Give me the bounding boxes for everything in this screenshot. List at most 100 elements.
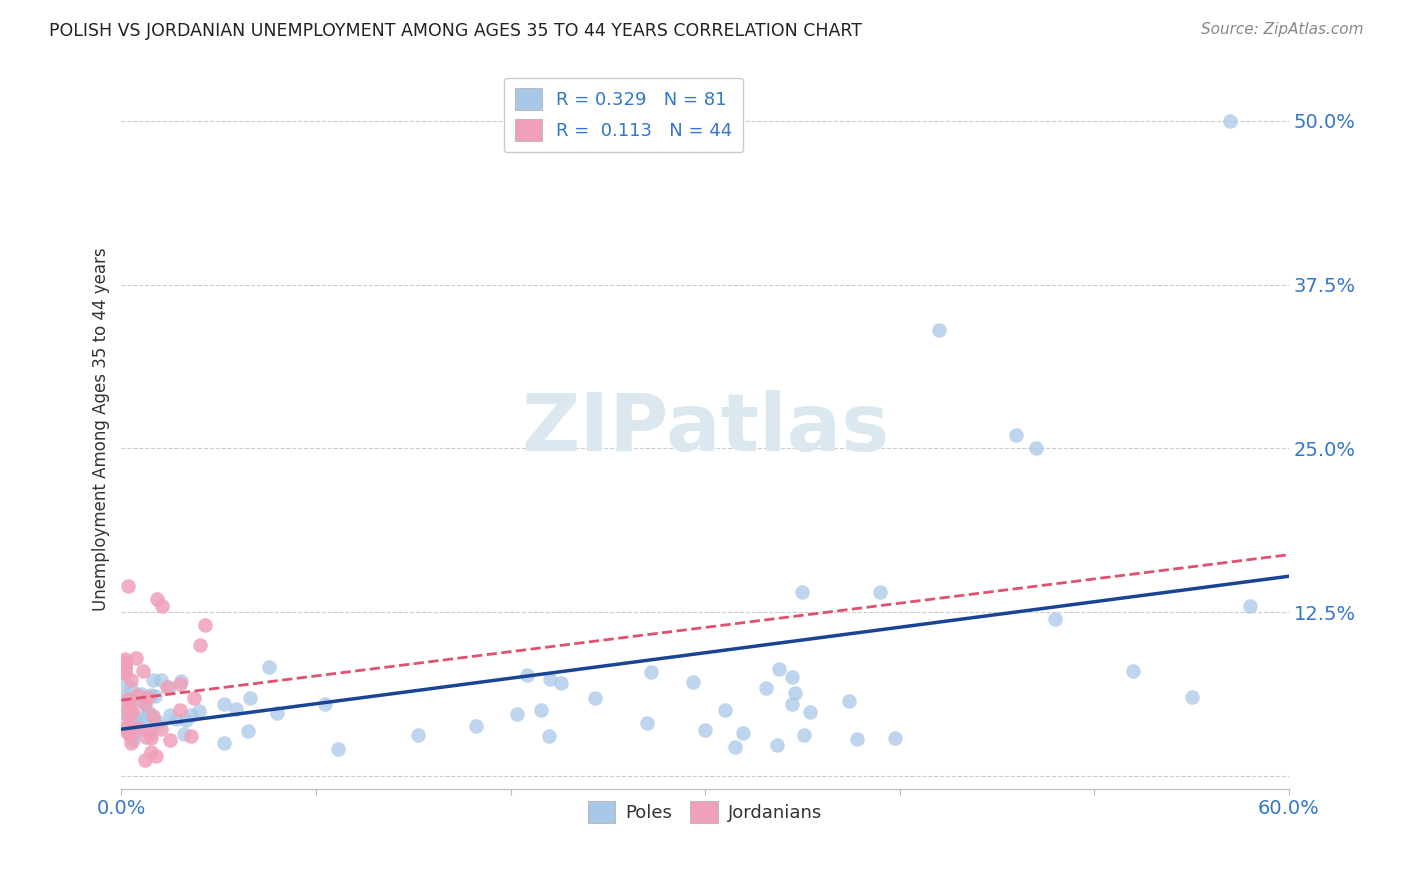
Point — [157, 681, 180, 695]
Point — [121, 721, 143, 735]
Point — [640, 665, 662, 680]
Point — [117, 711, 139, 725]
Point — [506, 706, 529, 721]
Point — [731, 726, 754, 740]
Point — [550, 676, 572, 690]
Point — [928, 323, 950, 337]
Point — [121, 706, 143, 720]
Point — [120, 673, 142, 687]
Point — [124, 724, 146, 739]
Point — [780, 697, 803, 711]
Point — [682, 674, 704, 689]
Point — [115, 725, 138, 739]
Point — [136, 690, 159, 704]
Point — [257, 659, 280, 673]
Point — [145, 749, 167, 764]
Point — [793, 728, 815, 742]
Point — [136, 690, 159, 705]
Point — [117, 691, 139, 706]
Point — [159, 708, 181, 723]
Point — [693, 723, 716, 737]
Point — [583, 690, 606, 705]
Point — [194, 618, 217, 632]
Point — [142, 673, 165, 687]
Point — [782, 670, 804, 684]
Point — [1005, 428, 1028, 442]
Legend: Poles, Jordanians: Poles, Jordanians — [581, 794, 830, 830]
Text: ZIPatlas: ZIPatlas — [522, 390, 889, 467]
Point — [117, 579, 139, 593]
Point — [180, 729, 202, 743]
Point — [114, 702, 136, 716]
Point — [150, 599, 173, 613]
Point — [117, 701, 139, 715]
Point — [114, 663, 136, 677]
Point — [117, 721, 139, 735]
Point — [406, 728, 429, 742]
Point — [134, 753, 156, 767]
Point — [180, 708, 202, 723]
Point — [127, 721, 149, 735]
Point — [114, 720, 136, 734]
Point — [799, 705, 821, 719]
Point — [188, 704, 211, 718]
Point — [125, 709, 148, 723]
Point — [846, 731, 869, 746]
Point — [516, 668, 538, 682]
Point — [118, 724, 141, 739]
Point — [114, 665, 136, 680]
Point — [114, 655, 136, 669]
Point — [792, 585, 814, 599]
Point — [142, 709, 165, 723]
Point — [883, 731, 905, 746]
Point — [156, 680, 179, 694]
Point — [138, 706, 160, 720]
Point — [1219, 114, 1241, 128]
Point — [538, 672, 561, 686]
Point — [159, 732, 181, 747]
Point — [125, 688, 148, 702]
Point — [139, 731, 162, 745]
Point — [169, 677, 191, 691]
Point — [121, 732, 143, 747]
Point — [121, 730, 143, 744]
Point — [120, 736, 142, 750]
Point — [225, 702, 247, 716]
Point — [212, 698, 235, 712]
Point — [118, 729, 141, 743]
Point — [538, 730, 561, 744]
Point — [141, 709, 163, 723]
Point — [755, 681, 778, 696]
Point — [713, 703, 735, 717]
Point — [132, 664, 155, 678]
Point — [174, 713, 197, 727]
Point — [464, 719, 486, 733]
Point — [768, 662, 790, 676]
Point — [146, 714, 169, 729]
Point — [135, 730, 157, 744]
Point — [114, 658, 136, 673]
Point — [1045, 612, 1067, 626]
Point — [838, 693, 860, 707]
Point — [145, 591, 167, 606]
Point — [120, 681, 142, 695]
Point — [149, 722, 172, 736]
Point — [131, 715, 153, 730]
Point — [134, 697, 156, 711]
Text: Source: ZipAtlas.com: Source: ZipAtlas.com — [1201, 22, 1364, 37]
Point — [114, 662, 136, 676]
Point — [149, 673, 172, 688]
Point — [765, 738, 787, 752]
Point — [239, 691, 262, 706]
Point — [114, 706, 136, 721]
Point — [266, 706, 288, 720]
Point — [869, 585, 891, 599]
Point — [143, 689, 166, 703]
Point — [214, 736, 236, 750]
Point — [169, 702, 191, 716]
Point — [139, 727, 162, 741]
Point — [138, 705, 160, 719]
Point — [120, 698, 142, 712]
Point — [139, 688, 162, 702]
Point — [173, 727, 195, 741]
